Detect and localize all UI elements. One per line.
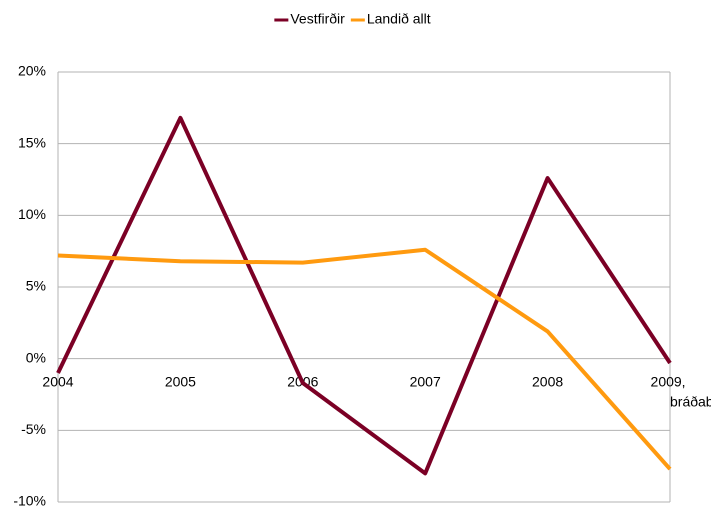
y-tick-label: 0%: [26, 349, 46, 365]
line-series: [56, 115, 672, 476]
x-tick-label: 2009, bráðabirgða: [651, 373, 711, 409]
legend-label: Landið allt: [367, 11, 431, 27]
x-tick-label: 2004: [42, 373, 73, 389]
x-tick-label: 2007: [410, 373, 441, 389]
y-tick-label: -10%: [13, 493, 46, 509]
x-tick-label: 2008: [532, 373, 563, 389]
y-tick-label: 20%: [18, 63, 46, 79]
legend: Vestfirðir Landið allt: [274, 11, 431, 27]
y-tick-label: -5%: [21, 421, 46, 437]
y-tick-label: 10%: [18, 206, 46, 222]
y-tick-label: 15%: [18, 134, 46, 150]
line-series: [57, 247, 672, 471]
x-tick-label: 2005: [165, 373, 196, 389]
y-tick-label: 5%: [26, 278, 46, 294]
legend-label: Vestfirðir: [290, 11, 345, 27]
